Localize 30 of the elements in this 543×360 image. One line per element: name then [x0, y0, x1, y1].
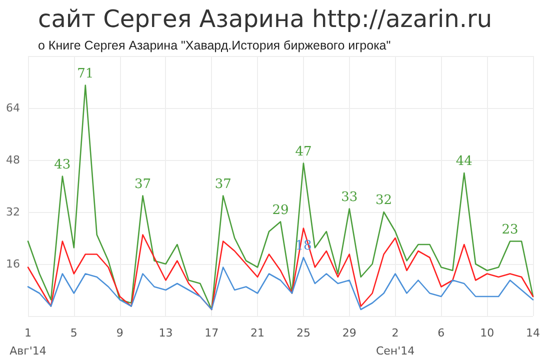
data-label: 32	[376, 193, 392, 208]
data-label: 47	[295, 144, 312, 160]
y-tick-label: 64	[6, 102, 20, 114]
line-series	[27, 84, 534, 310]
data-label: 33	[341, 190, 358, 205]
x-tick-label: 21	[250, 326, 265, 340]
x-tick-label: 25	[296, 326, 310, 340]
x-tick-label: 29	[342, 326, 356, 340]
chart-subtitle: о Книге Сергея Азарина "Хавард.История биржевого игрока"	[38, 38, 391, 52]
data-label: 29	[272, 202, 289, 218]
x-tick-label: 9	[116, 326, 124, 340]
x-tick-label: 6	[438, 326, 445, 340]
x-tick-label: 5	[70, 326, 78, 340]
data-label: 23	[502, 222, 518, 238]
x-tick-label: 13	[158, 326, 173, 340]
data-label: 71	[77, 66, 94, 82]
y-tick-label: 32	[6, 206, 20, 218]
chart-title: сайт Сергея Азарина http://azarin.ru	[38, 5, 492, 33]
y-tick-label: 48	[6, 154, 20, 166]
x-tick-label: 10	[480, 326, 494, 340]
x-tick-label: 1 Авг'14	[10, 326, 46, 358]
x-tick-label: 2 Сен'14	[376, 326, 415, 358]
x-tick-label: 17	[204, 326, 219, 340]
line-series	[27, 256, 534, 310]
data-label: 37	[134, 176, 152, 192]
data-label: 43	[54, 157, 71, 172]
data-label: 44	[456, 154, 472, 169]
data-label: 37	[214, 176, 232, 192]
x-tick-label: 14	[526, 326, 540, 340]
y-tick-label: 16	[6, 258, 20, 270]
